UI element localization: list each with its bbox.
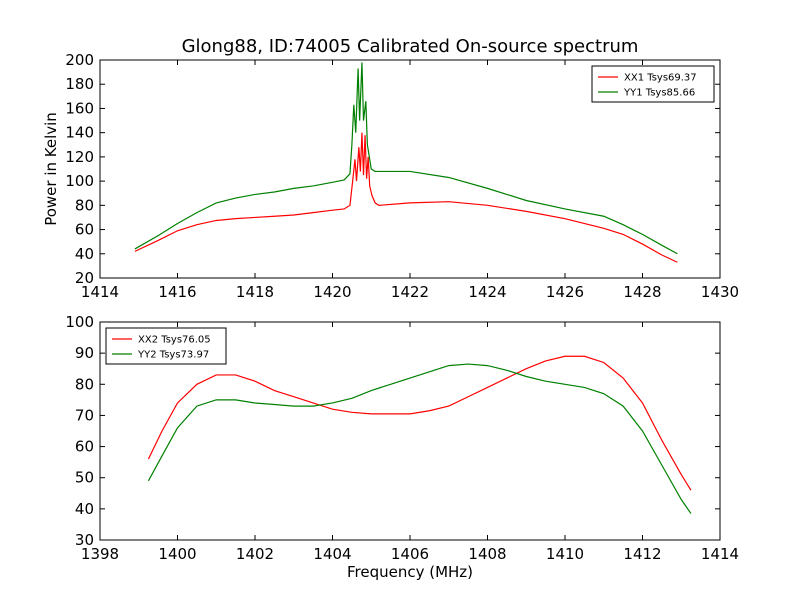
series-line-1-1 bbox=[134, 132, 678, 263]
series-line-2-1 bbox=[147, 355, 692, 491]
x-tick-label: 1418 bbox=[236, 283, 274, 301]
x-tick-label: 1410 bbox=[546, 545, 584, 563]
x-tick-label: 1400 bbox=[158, 545, 196, 563]
y-tick-label: 140 bbox=[65, 124, 94, 142]
y-tick-label: 70 bbox=[75, 406, 94, 424]
y-tick-label: 160 bbox=[65, 99, 94, 117]
x-tick-label: 1398 bbox=[81, 545, 119, 563]
y-tick-label: 120 bbox=[65, 148, 94, 166]
y-tick-label: 50 bbox=[75, 469, 94, 487]
x-tick-label: 1404 bbox=[313, 545, 351, 563]
legend-label: XX1 Tsys69.37 bbox=[624, 73, 697, 84]
y-tick-label: 90 bbox=[75, 344, 94, 362]
series-line-2-2 bbox=[147, 363, 692, 514]
chart-title: Glong88, ID:74005 Calibrated On-source s… bbox=[182, 36, 639, 57]
x-tick-label: 1428 bbox=[623, 283, 661, 301]
legend-box-1 bbox=[591, 65, 715, 103]
y-tick-label: 30 bbox=[75, 531, 94, 549]
y-tick-label: 60 bbox=[75, 438, 94, 456]
y-tick-label: 100 bbox=[65, 313, 94, 331]
y-tick-label: 100 bbox=[65, 172, 94, 190]
legend-box-2 bbox=[105, 327, 227, 365]
y-tick-label: 60 bbox=[75, 221, 94, 239]
y-tick-label: 20 bbox=[75, 269, 94, 287]
series-line-1-2 bbox=[134, 62, 678, 255]
x-tick-label: 1416 bbox=[158, 283, 196, 301]
legend-label: XX2 Tsys76.05 bbox=[138, 335, 211, 346]
x-tick-label: 1408 bbox=[468, 545, 506, 563]
x-tick-label: 1406 bbox=[391, 545, 429, 563]
x-tick-label: 1414 bbox=[701, 545, 739, 563]
legend-label: YY2 Tsys73.97 bbox=[137, 350, 209, 361]
y-tick-label: 80 bbox=[75, 375, 94, 393]
x-tick-label: 1424 bbox=[468, 283, 506, 301]
y-tick-label: 40 bbox=[75, 245, 94, 263]
y-tick-label: 180 bbox=[65, 75, 94, 93]
x-tick-label: 1414 bbox=[81, 283, 119, 301]
x-tick-label: 1402 bbox=[236, 545, 274, 563]
x-tick-label: 1426 bbox=[546, 283, 584, 301]
x-axis-label: Frequency (MHz) bbox=[347, 563, 473, 581]
legend-label: YY1 Tsys85.66 bbox=[623, 88, 695, 99]
x-tick-label: 1412 bbox=[623, 545, 661, 563]
y-tick-label: 40 bbox=[75, 500, 94, 518]
x-tick-label: 1422 bbox=[391, 283, 429, 301]
y-tick-label: 80 bbox=[75, 196, 94, 214]
y-tick-label: 200 bbox=[65, 51, 94, 69]
y-axis-label: Power in Kelvin bbox=[42, 112, 60, 226]
x-tick-label: 1430 bbox=[701, 283, 739, 301]
x-tick-label: 1420 bbox=[313, 283, 351, 301]
